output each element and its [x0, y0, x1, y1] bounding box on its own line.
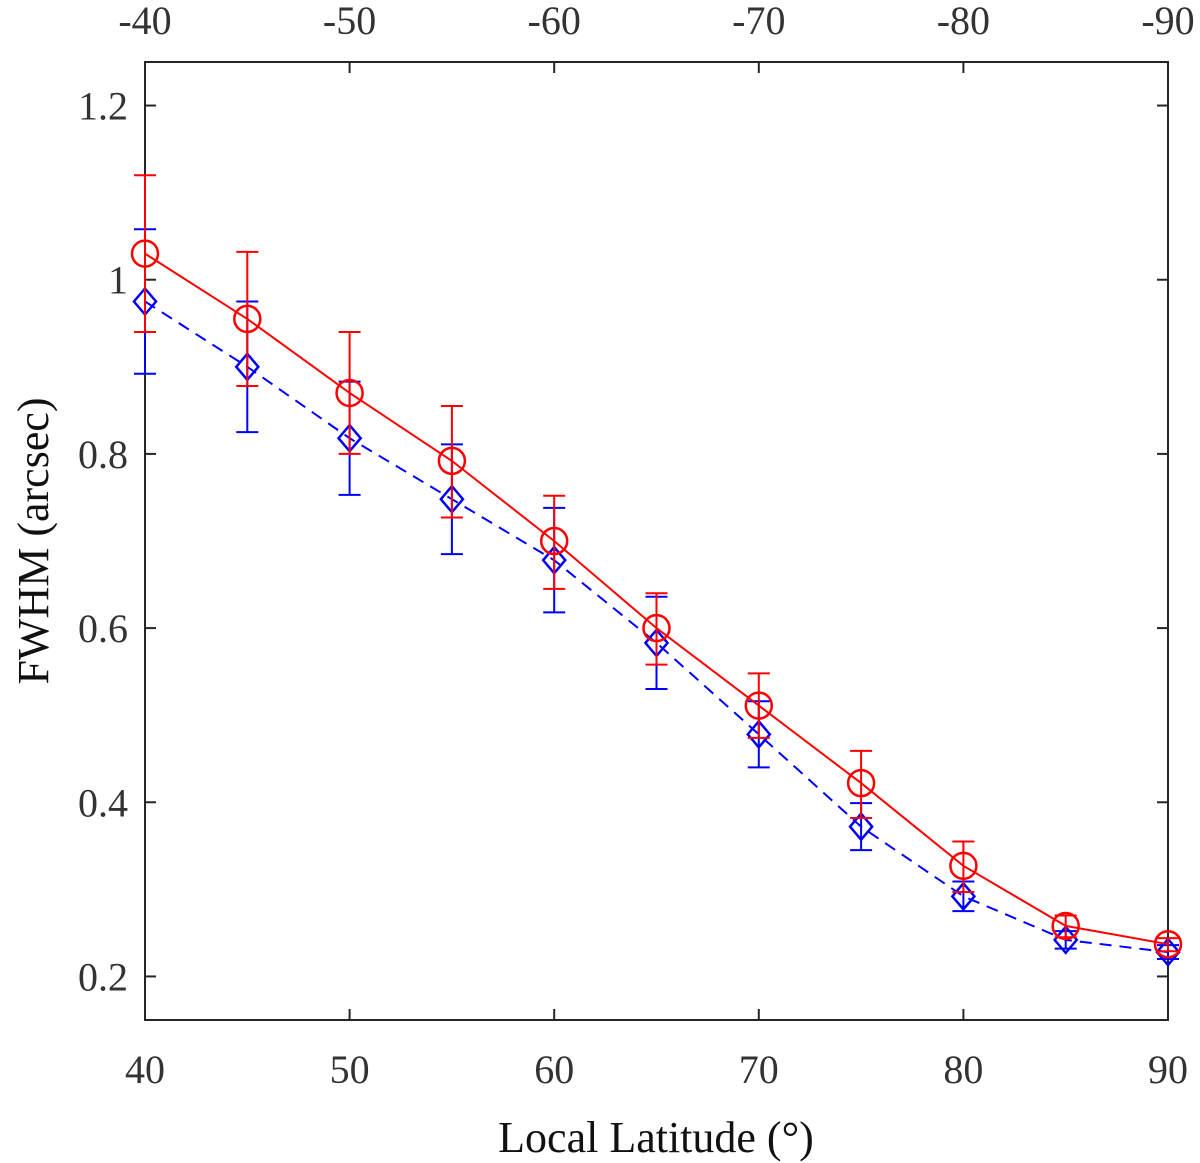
- x-tick-label: 70: [739, 1047, 779, 1092]
- red-circles-point: [1051, 911, 1080, 941]
- red-circles-point: [539, 526, 569, 556]
- blue-diamonds-line: [144, 300, 1169, 954]
- red-circles-point: [233, 304, 262, 334]
- x-axis-label: Local Latitude (°): [498, 1113, 814, 1162]
- top-axis-tick-label: -70: [732, 0, 785, 43]
- top-axis-tick-label: -80: [937, 0, 990, 43]
- x-tick-label: 90: [1148, 1047, 1188, 1092]
- series-red-circles: [130, 174, 1183, 959]
- red-circles-point: [744, 691, 774, 720]
- axis-ticks: [144, 62, 1169, 1020]
- x-tick-label: 80: [943, 1047, 983, 1092]
- red-circles-point: [335, 378, 364, 408]
- red-circles-point: [130, 239, 160, 268]
- y-tick-label: 0.6: [78, 606, 128, 651]
- x-tick-label: 60: [534, 1047, 574, 1092]
- top-axis-tick-label: -90: [1141, 0, 1194, 43]
- red-circles-point: [949, 851, 978, 881]
- red-circles-point: [642, 613, 671, 643]
- top-axis-tick-label: -50: [323, 0, 376, 43]
- top-axis-tick-label: -40: [118, 0, 171, 43]
- blue-diamonds-point: [1155, 937, 1181, 967]
- y-tick-label: 0.8: [78, 432, 128, 477]
- y-axis-label: FWHM (arcsec): [9, 397, 58, 684]
- top-axis-tick-label: -60: [528, 0, 581, 43]
- x-tick-label: 40: [125, 1047, 165, 1092]
- y-tick-label: 1: [108, 258, 128, 303]
- tick-labels: 40 50 60 70 80 90 -40 -50 -60 -70 -80 -90 0.2 0.4 0.6 0…: [78, 0, 1195, 1092]
- plot-frame: [144, 61, 1169, 1021]
- y-tick-label: 0.2: [78, 954, 128, 999]
- red-circles-point: [846, 768, 876, 798]
- y-tick-label: 1.2: [78, 84, 128, 129]
- blue-diamonds-point: [746, 719, 772, 750]
- y-tick-label: 0.4: [78, 780, 128, 825]
- blue-diamonds-point: [848, 811, 874, 842]
- data-series: [130, 174, 1183, 967]
- red-circles-point: [1153, 929, 1183, 959]
- red-circles-point: [437, 446, 467, 476]
- x-tick-label: 50: [330, 1047, 370, 1092]
